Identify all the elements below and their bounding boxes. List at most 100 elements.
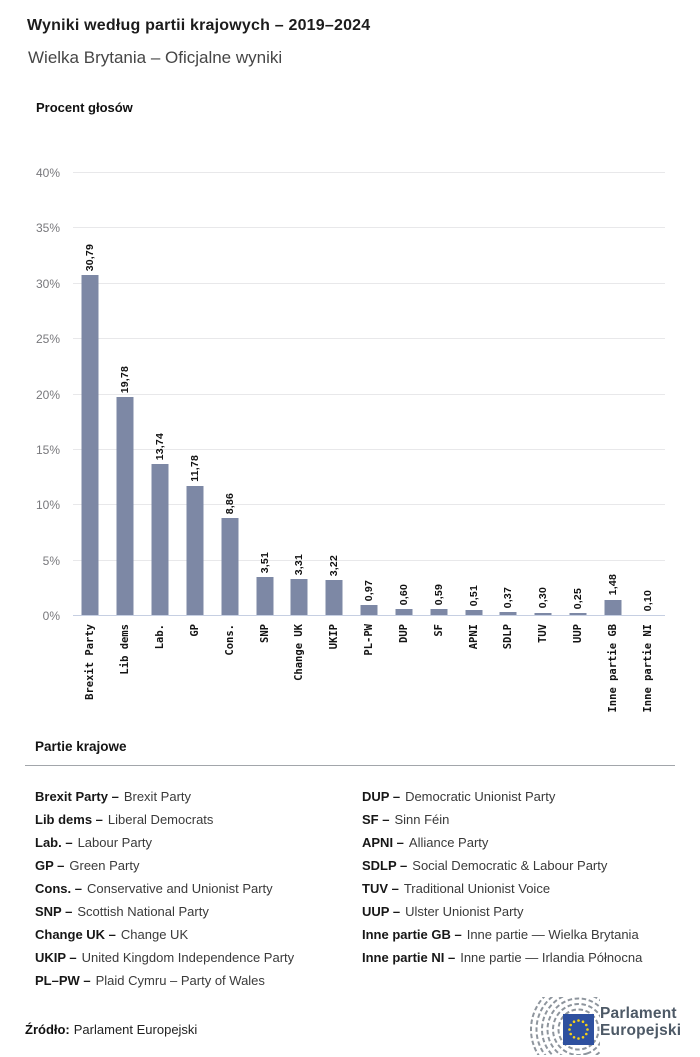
legend-description: Scottish National Party: [77, 904, 209, 919]
x-tick-label: DUP: [397, 624, 410, 643]
y-axis-title: Procent głosów: [36, 100, 133, 115]
legend-row: TUV – Traditional Unionist Voice: [362, 877, 675, 900]
legend-term: Inne partie NI –: [362, 950, 456, 965]
bar-value-label: 30,79: [84, 243, 97, 272]
bar: [604, 599, 622, 616]
bar-slot: 3,31: [282, 173, 317, 616]
legend-row: PL–PW – Plaid Cymru – Party of Wales: [35, 969, 362, 992]
legend-description: Sinn Féin: [394, 812, 450, 827]
legend-term: Lab. –: [35, 835, 73, 850]
bar: [430, 609, 448, 616]
gridline: [73, 393, 665, 395]
chart-subtitle: Wielka Brytania – Oficjalne wyniki: [28, 48, 283, 67]
y-tick-label: 15%: [35, 442, 60, 457]
x-tick-label: Inne partie NI: [641, 624, 654, 713]
x-tick-slot: PL-PW: [352, 624, 387, 742]
bar-slot: 13,74: [143, 173, 178, 616]
legend-row: DUP – Democratic Unionist Party: [362, 785, 675, 808]
x-tick-slot: SF: [421, 624, 456, 742]
bar: [325, 580, 343, 616]
european-parliament-logo: Parlament Europejski: [528, 997, 693, 1055]
x-tick-slot: DUP: [386, 624, 421, 742]
bar-slot: 0,30: [526, 173, 561, 616]
legend-description: Alliance Party: [408, 835, 489, 850]
bar-value-label: 0,60: [397, 584, 410, 606]
bar-value-label: 1,48: [606, 574, 619, 596]
bar-value-label: 0,30: [537, 587, 550, 609]
legend-section: Partie krajowe Brexit Party – Brexit Part…: [25, 739, 675, 992]
bar-slot: 3,22: [317, 173, 352, 616]
legend-description: Democratic Unionist Party: [405, 789, 556, 804]
x-tick-label: TUV: [537, 624, 550, 643]
bar-value-label: 8,86: [223, 492, 236, 514]
bar: [256, 577, 274, 616]
legend-description: Inne partie — Irlandia Północna: [460, 950, 643, 965]
bar-value-label: 3,31: [293, 554, 306, 576]
x-tick-slot: Inne partie NI: [630, 624, 665, 742]
bar-slot: 0,97: [352, 173, 387, 616]
y-tick-label: 10%: [35, 498, 60, 513]
bar-value-label: 3,51: [258, 551, 271, 574]
y-tick-label: 0%: [42, 609, 60, 623]
legend-row: Lab. – Labour Party: [35, 831, 362, 854]
legend-term: UKIP –: [35, 950, 77, 965]
bar: [116, 396, 134, 616]
legend-column: DUP – Democratic Unionist Party SF – Sinn F…: [362, 785, 675, 992]
legend-term: TUV –: [362, 881, 399, 896]
bar-value-label: 0,59: [432, 584, 445, 606]
gridline: [73, 338, 665, 340]
x-tick-label: APNI: [467, 624, 480, 650]
bar-slot: 0,37: [491, 173, 526, 616]
legend-row: Cons. – Conservative and Unionist Party: [35, 877, 362, 900]
legend-description: Change UK: [120, 927, 189, 942]
legend-row: Change UK – Change UK: [35, 923, 362, 946]
legend-description: Labour Party: [77, 835, 153, 850]
legend-row: APNI – Alliance Party: [362, 831, 675, 854]
x-tick-label: UKIP: [328, 624, 341, 650]
x-tick-slot: Lib dems: [108, 624, 143, 742]
x-tick-label: SF: [432, 624, 445, 637]
legend-term: Brexit Party –: [35, 789, 119, 804]
legend-term: APNI –: [362, 835, 404, 850]
legend-description: Traditional Unionist Voice: [403, 881, 551, 896]
gridline: [73, 282, 665, 284]
legend-term: DUP –: [362, 789, 401, 804]
bar: [360, 605, 378, 616]
x-tick-label: SNP: [258, 624, 271, 643]
x-tick-slot: Brexit Party: [73, 624, 108, 742]
x-axis-tick-labels: Brexit Party Lib dems Lab. GP Cons. SNP Change…: [73, 624, 665, 742]
legend-columns: Brexit Party – Brexit Party Lib dems – Libe…: [35, 785, 675, 992]
x-tick-label: Change UK: [293, 624, 306, 681]
legend-term: Change UK –: [35, 927, 116, 942]
legend-row: GP – Green Party: [35, 854, 362, 877]
bar: [186, 485, 204, 616]
legend-description: Plaid Cymru – Party of Wales: [95, 973, 265, 988]
legend-description: Conservative and Unionist Party: [86, 881, 273, 896]
bar-value-label: 0,25: [572, 587, 584, 610]
bar: [499, 611, 517, 616]
legend-description: United Kingdom Independence Party: [81, 950, 295, 965]
chart-title: Wyniki według partii krajowych – 2019–20…: [27, 17, 371, 34]
source-label: Źródło:: [25, 1022, 70, 1037]
x-tick-slot: UUP: [561, 624, 596, 742]
legend-description: Inne partie — Wielka Brytania: [466, 927, 639, 942]
legend-row: SF – Sinn Féin: [362, 808, 675, 831]
bar-value-label: 0,97: [363, 580, 376, 602]
gridline: [73, 559, 665, 561]
x-tick-slot: Cons.: [212, 624, 247, 742]
x-tick-label: Brexit Party: [84, 624, 97, 700]
legend-heading: Partie krajowe: [35, 739, 127, 754]
x-tick-label: PL-PW: [363, 624, 376, 656]
legend-row: Brexit Party – Brexit Party: [35, 785, 362, 808]
bar-slot: 30,79: [73, 173, 108, 616]
x-tick-label: GP: [188, 624, 201, 637]
y-tick-label: 30%: [35, 276, 60, 291]
x-tick-slot: GP: [177, 624, 212, 742]
x-tick-label: Cons.: [223, 624, 236, 656]
bar-slot: 11,78: [177, 173, 212, 616]
ep-logo-line1: Parlament: [600, 1005, 677, 1022]
plot-area: 30,79 19,78 13,74 11,78 8,86 3,51 3,31 3,22 0,97…: [73, 172, 665, 616]
legend-description: Liberal Democrats: [107, 812, 214, 827]
y-tick-label: 35%: [35, 221, 60, 236]
